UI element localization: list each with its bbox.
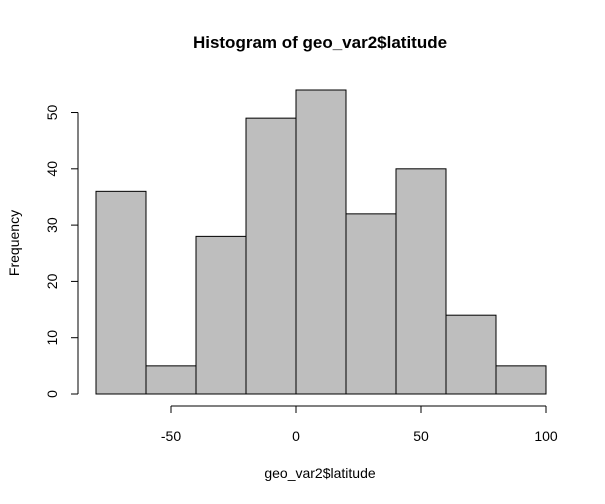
histogram-bar xyxy=(195,235,247,395)
x-axis: -50 0 50 100 xyxy=(161,405,558,444)
x-tick-label: 50 xyxy=(413,428,429,444)
chart-title: Histogram of geo_var2$latitude xyxy=(193,33,447,52)
x-axis-label: geo_var2$latitude xyxy=(264,465,376,481)
x-tick-label: -50 xyxy=(161,428,181,444)
y-tick-label: 50 xyxy=(44,105,60,121)
y-tick-label: 30 xyxy=(44,217,60,233)
histogram-bar xyxy=(445,314,497,395)
x-tick-label: 0 xyxy=(292,428,300,444)
bars-group xyxy=(95,89,547,395)
histogram-bar xyxy=(145,365,197,395)
histogram-bar xyxy=(245,117,297,395)
histogram-bar xyxy=(295,89,347,395)
y-tick-label: 20 xyxy=(44,273,60,289)
y-axis-label: Frequency xyxy=(6,210,22,276)
y-tick-label: 40 xyxy=(44,161,60,177)
histogram-bar xyxy=(345,213,397,395)
y-axis: 0 10 20 30 40 50 xyxy=(44,105,79,398)
histogram-bar xyxy=(495,365,547,395)
x-tick-label: 100 xyxy=(534,428,558,444)
histogram-bar xyxy=(95,190,147,395)
histogram-bar xyxy=(395,168,447,395)
y-tick-label: 10 xyxy=(44,330,60,346)
y-tick-label: 0 xyxy=(44,390,60,398)
